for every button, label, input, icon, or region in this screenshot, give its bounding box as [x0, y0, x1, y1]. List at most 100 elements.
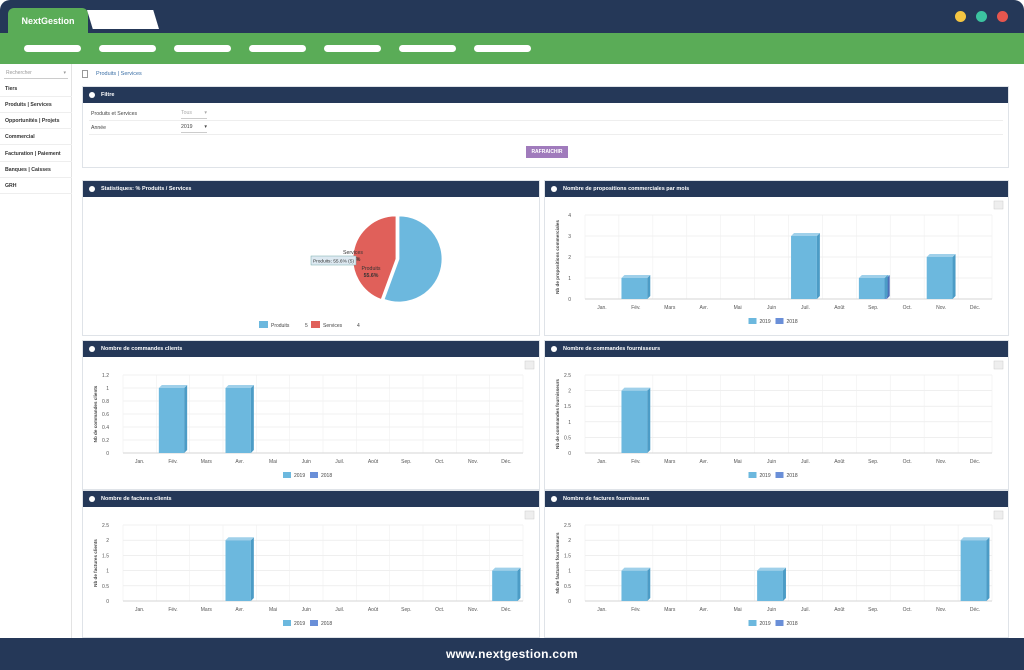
legend-label[interactable]: 2019	[294, 473, 305, 479]
legend-swatch-2019[interactable]	[748, 318, 757, 324]
chart-icon	[89, 496, 95, 502]
bar-side	[647, 567, 651, 601]
bar[interactable]	[225, 540, 251, 601]
chart-menu-button[interactable]	[993, 200, 1004, 210]
bar[interactable]	[158, 388, 185, 453]
legend-label[interactable]: Produits	[271, 323, 290, 329]
pie-slice[interactable]	[383, 215, 443, 303]
bar[interactable]	[621, 390, 648, 453]
y-tick-label: 2	[568, 255, 571, 261]
sidebar-item-banques-caisses[interactable]: Banques | Caisses	[0, 162, 72, 178]
bar-side	[647, 275, 651, 299]
sidebar-item-produits-services[interactable]: Produits | Services	[0, 97, 72, 113]
close-dot-icon[interactable]	[997, 11, 1008, 22]
sidebar-item-grh[interactable]: GRH	[0, 178, 72, 194]
chart-panel-propositions: Nombre de propositions commerciales par …	[544, 180, 1009, 336]
x-tick-label: Déc.	[501, 459, 511, 465]
chart-icon	[89, 186, 95, 192]
chart-title: Statistiques: % Produits / Services	[101, 186, 192, 192]
bar-top	[926, 254, 956, 257]
bar-top	[621, 567, 651, 571]
bar[interactable]	[757, 570, 783, 601]
bar[interactable]	[621, 570, 648, 601]
footer-url: www.nextgestion.com	[0, 638, 1024, 670]
legend-label[interactable]: 2018	[321, 473, 332, 479]
bar-chart: 0 0.2 0.4 0.6 0.8 1 1.2 Nb de commandes clients…	[93, 360, 535, 479]
x-tick-label: Août	[368, 459, 379, 465]
sidebar-item-tiers[interactable]: Tiers	[0, 81, 72, 97]
sidebar-item-facturation-paiement[interactable]: Facturation | Paiement	[0, 146, 72, 162]
bar[interactable]	[492, 570, 518, 601]
legend-swatch-services[interactable]	[311, 321, 320, 328]
legend-label[interactable]: Services	[323, 323, 343, 329]
nav-item-placeholder[interactable]	[24, 45, 81, 52]
year-select[interactable]: 2019 ▾	[181, 122, 207, 133]
legend-label[interactable]: 2019	[294, 621, 305, 627]
x-tick-label: Jan.	[597, 305, 606, 311]
legend-swatch-2018[interactable]	[775, 318, 784, 324]
bar-side	[782, 567, 786, 601]
sidebar-item-opportunites-projets[interactable]: Opportunités | Projets	[0, 113, 72, 129]
legend-swatch-2019[interactable]	[283, 620, 291, 626]
chart-menu-button[interactable]	[993, 360, 1004, 370]
legend-swatch-2018[interactable]	[775, 620, 784, 626]
chart-panel-header: Nombre de propositions commerciales par …	[545, 181, 1008, 197]
legend-label[interactable]: 2018	[321, 621, 332, 627]
bar[interactable]	[791, 236, 817, 299]
nav-item-placeholder[interactable]	[324, 45, 381, 52]
filter-label: Année	[91, 125, 107, 131]
breadcrumb-link[interactable]: Produits | Services	[96, 71, 142, 77]
bar[interactable]	[225, 388, 251, 453]
legend-swatch-produits[interactable]	[259, 321, 268, 328]
y-tick-label: 2.5	[102, 523, 109, 529]
legend-swatch-2018[interactable]	[310, 620, 318, 626]
nav-item-placeholder[interactable]	[474, 45, 531, 52]
chevron-down-icon: ▾	[204, 110, 207, 116]
y-axis-label: Nb de propositions commerciales	[555, 220, 560, 294]
products-select[interactable]: Tous ▾	[181, 108, 207, 119]
nav-item-placeholder[interactable]	[174, 45, 231, 52]
maximize-dot-icon[interactable]	[976, 11, 987, 22]
bar[interactable]	[960, 540, 987, 601]
chart-menu-button[interactable]	[524, 360, 535, 370]
bar[interactable]	[926, 257, 953, 299]
sidebar-search-input[interactable]: Rechercher ▾	[4, 68, 68, 79]
legend-label[interactable]: 2019	[760, 473, 771, 479]
x-tick-label: Août	[834, 305, 845, 311]
browser-tab-new[interactable]	[87, 10, 159, 29]
pie-slice[interactable]	[352, 215, 397, 300]
bar-side	[184, 385, 188, 453]
legend-label[interactable]: 2019	[760, 621, 771, 627]
nav-item-placeholder[interactable]	[249, 45, 306, 52]
x-tick-label: Juin	[302, 607, 311, 613]
legend-label[interactable]: 2018	[787, 473, 798, 479]
sidebar-item-commercial[interactable]: Commercial	[0, 129, 72, 145]
bar[interactable]	[858, 278, 885, 299]
bar[interactable]	[621, 278, 648, 299]
chart-menu-button[interactable]	[524, 510, 535, 520]
legend-swatch-2019[interactable]	[748, 620, 757, 626]
chart-panel-commandes-clients: Nombre de commandes clients 0 0.2 0.4 0.6 0.…	[82, 340, 540, 490]
legend-swatch-2019[interactable]	[748, 472, 757, 478]
x-tick-label: Mai	[734, 459, 742, 465]
minimize-dot-icon[interactable]	[955, 11, 966, 22]
bar-top	[757, 567, 786, 571]
chart-icon	[89, 346, 95, 352]
x-tick-label: Fév.	[631, 607, 640, 613]
bar-side	[986, 537, 990, 601]
legend-swatch-2019[interactable]	[283, 472, 291, 478]
y-tick-label: 2	[568, 538, 571, 544]
legend-label[interactable]: 2018	[787, 621, 798, 627]
bar-top	[621, 387, 651, 391]
x-tick-label: Juin	[302, 459, 311, 465]
nav-item-placeholder[interactable]	[399, 45, 456, 52]
nav-item-placeholder[interactable]	[99, 45, 156, 52]
legend-label[interactable]: 2018	[787, 319, 798, 325]
refresh-button[interactable]: RAFRAICHIR	[526, 146, 568, 158]
chart-menu-button[interactable]	[993, 510, 1004, 520]
legend-swatch-2018[interactable]	[310, 472, 318, 478]
x-tick-label: Juil.	[335, 607, 344, 613]
legend-label[interactable]: 2019	[760, 319, 771, 325]
legend-swatch-2018[interactable]	[775, 472, 784, 478]
browser-tab-active[interactable]: NextGestion	[8, 8, 88, 33]
